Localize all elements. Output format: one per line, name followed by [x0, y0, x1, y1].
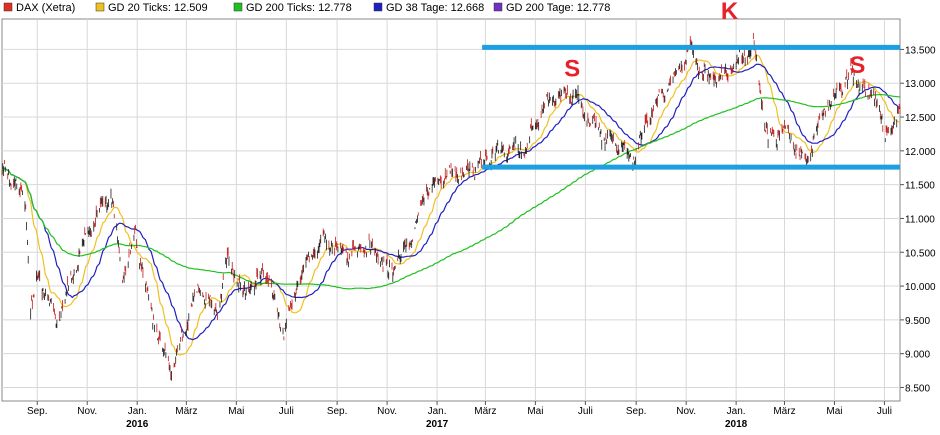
y-axis: 8.500 9.000 9.500 10.000 10.500 11.000 11.500 1… — [900, 45, 936, 394]
x-tick-label: Nov. — [377, 406, 397, 417]
series-line-20 — [1, 54, 901, 356]
grid — [2, 19, 900, 401]
series-line-200 — [1, 93, 901, 290]
legend-label: GD 20 Ticks: 12.509 — [108, 2, 208, 14]
x-tick-label: Juli — [578, 406, 593, 417]
y-tick-label: 8.500 — [905, 383, 930, 394]
legend-label: GD 38 Tage: 12.668 — [386, 2, 484, 14]
y-tick-label: 13.000 — [905, 79, 936, 90]
plot-area — [1, 18, 901, 402]
x-tick-label: Juli — [877, 406, 892, 417]
x-tick-label: Sep. — [27, 406, 48, 417]
x-tick-label: Jan. — [428, 406, 447, 417]
legend-label: GD 200 Tage: 12.778 — [506, 2, 610, 14]
y-tick-label: 10.500 — [905, 248, 936, 259]
annotation-layer: S K S — [482, 0, 900, 170]
legend-swatch — [3, 2, 13, 12]
pattern-label: S — [849, 52, 865, 79]
x-tick-label: März — [474, 406, 496, 417]
y-tick-label: 12.000 — [905, 147, 936, 158]
legend-swatch — [95, 2, 105, 12]
x-year-label: 2018 — [725, 419, 748, 430]
y-tick-label: 11.500 — [905, 181, 935, 192]
x-tick-label: März — [175, 406, 197, 417]
legend-swatch — [233, 2, 243, 12]
x-tick-label: Juli — [279, 406, 294, 417]
x-tick-label: Nov. — [77, 406, 97, 417]
y-tick-label: 9.000 — [905, 350, 930, 361]
legend-swatch — [493, 2, 503, 12]
x-year-label: 2016 — [126, 419, 149, 430]
y-tick-label: 12.500 — [905, 113, 936, 124]
y-tick-label: 13.500 — [905, 45, 936, 56]
y-tick-label: 11.000 — [905, 214, 935, 225]
x-tick-label: Jan. — [128, 406, 147, 417]
ohlc-bars — [1, 32, 901, 381]
x-tick-label: Sep. — [626, 406, 647, 417]
x-tick-label: Nov. — [676, 406, 696, 417]
legend: DAX (Xetra) GD 20 Ticks: 12.509 GD 200 Tic… — [3, 2, 610, 14]
series-layer — [1, 32, 901, 381]
y-tick-label: 10.000 — [905, 282, 936, 293]
x-year-label: 2017 — [426, 419, 449, 430]
x-tick-label: März — [773, 406, 795, 417]
x-tick-label: Jan. — [727, 406, 746, 417]
x-tick-label: Sep. — [327, 406, 348, 417]
x-tick-label: Mai — [228, 406, 244, 417]
x-tick-label: Mai — [826, 406, 842, 417]
y-tick-label: 9.500 — [905, 316, 930, 327]
pattern-label: K — [721, 0, 739, 25]
legend-swatch — [373, 2, 383, 12]
x-tick-label: Mai — [527, 406, 543, 417]
legend-label: DAX (Xetra) — [16, 2, 75, 14]
legend-label: GD 200 Ticks: 12.778 — [246, 2, 352, 14]
x-axis: Sep. Nov. Jan. 2016 März Mai Juli Sep. Nov. Jan. 2… — [27, 401, 892, 430]
series-line-38 — [1, 63, 901, 341]
pattern-label: S — [564, 55, 580, 82]
